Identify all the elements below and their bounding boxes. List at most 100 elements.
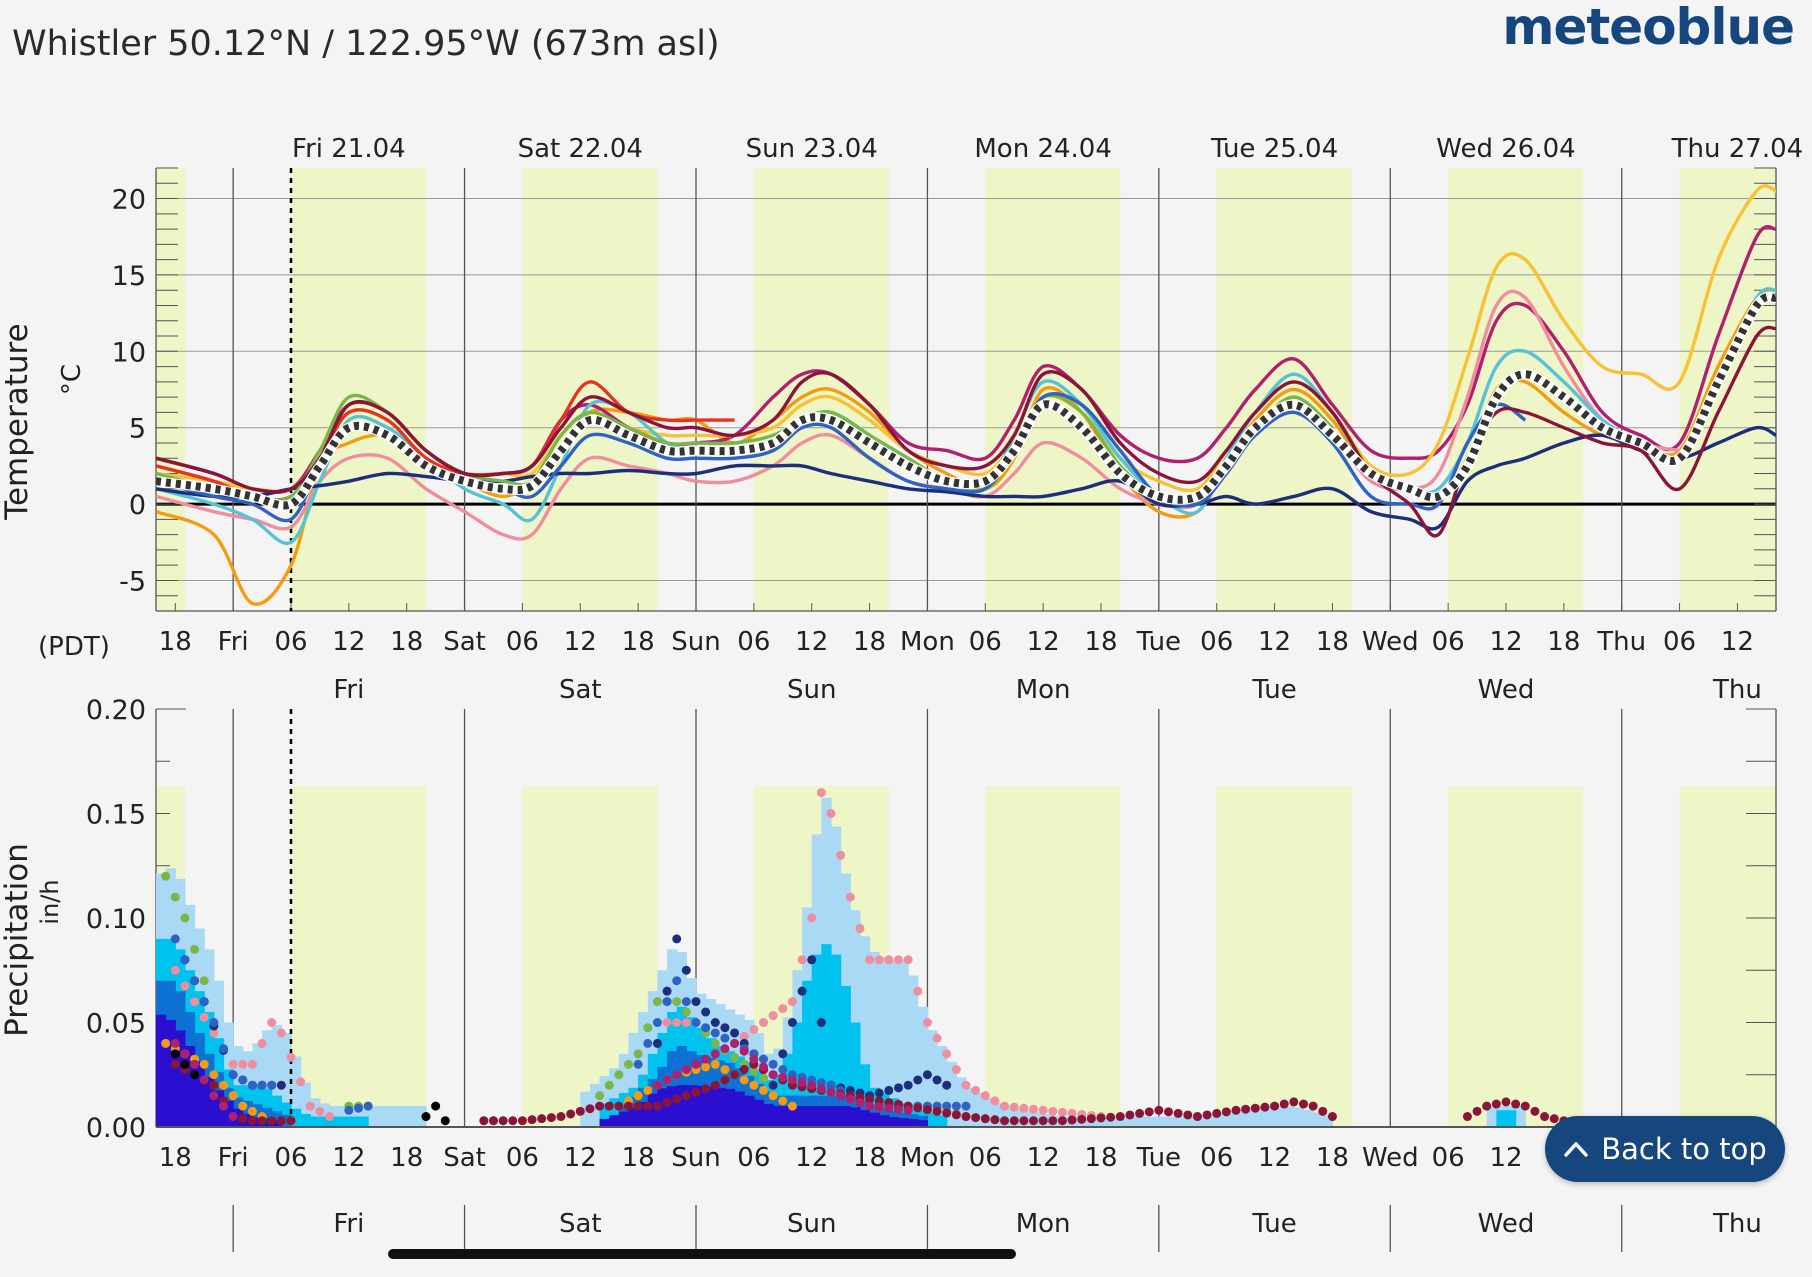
precip-bar-ensemble-median [281,1114,292,1127]
precip-bar-ensemble-max [628,1032,639,1127]
precip-dot-model-pink [874,955,884,965]
precip-bar-ensemble-max [1274,1106,1285,1127]
precip-bar-ensemble-75- [609,1098,620,1127]
precip-bar-ensemble-min [888,1117,900,1127]
precip-bar-ensemble-max [1486,1106,1497,1127]
precip-dot-model-green [672,997,682,1007]
precip-dot-model-black [431,1101,441,1111]
precip-dot-model-pink [855,923,865,933]
precip-dot-model-dark-red [913,1103,923,1113]
daylight-band [985,786,1121,1127]
precip-dot-model-pink [961,1080,971,1090]
date-header: Mon 24.04 [974,134,1112,164]
precip-dot-model-navy [913,1075,923,1085]
x-tick-label: 12 [564,627,597,657]
x-tick-label: 06 [506,627,539,657]
precip-dot-model-dark-red [247,1116,257,1126]
home-indicator[interactable] [388,1249,1016,1259]
temperature-panel: 20 15 10 5 0 -5 18 Fri 06 12 18 Sat 06 12 18 Sun 06 12 18 M… [0,134,1803,705]
back-to-top-button[interactable]: Back to top [1545,1116,1785,1182]
precip-dot-model-dark-red [276,1116,286,1126]
precip-bar-ensemble-max [1293,1107,1305,1127]
date-header: Sat 22.04 [518,134,643,164]
x-tick-label: Sun [671,1143,720,1173]
precip-bar-ensemble-min [696,1085,707,1127]
y-tick-label: 0 [129,490,146,521]
precip-dot-model-dark-red [1115,1112,1125,1122]
precip-dot-model-dark-red [1241,1104,1251,1114]
x-tick-label: 18 [1547,627,1580,657]
date-header: Sun 23.04 [746,134,878,164]
precip-bar-ensemble-max [908,975,919,1127]
x-tick-label: 06 [506,1143,539,1173]
precip-dot-model-dark-red [1482,1101,1492,1111]
x-tick-label: 06 [274,1143,307,1173]
precip-dot-model-pink [1048,1106,1058,1116]
precip-dot-model-green [624,1059,633,1069]
precip-bar-ensemble-75- [300,1113,311,1127]
precip-dot-model-dark-red [1202,1110,1212,1120]
precip-bar-ensemble-max [1236,1108,1247,1127]
precip-dot-model-magenta [209,1091,219,1101]
precip-dot-model-dark-red [1067,1115,1077,1125]
precip-bar-ensemble-max [406,1106,417,1127]
precip-bar-ensemble-min [744,1095,755,1127]
precip-bar-ensemble-max [310,1098,321,1127]
x-tick-label: 06 [274,627,307,657]
precip-dot-model-dark-red [874,1096,884,1106]
precip-dot-model-pink [951,1065,961,1075]
precip-dot-model-magenta [730,1038,740,1048]
precip-bar-ensemble-max [1072,1116,1083,1127]
precip-dot-model-dark-red [527,1115,537,1125]
y-tick-label: 20 [112,185,146,216]
precip-dot-model-pink [1019,1103,1029,1113]
day-label: Sat [559,675,602,705]
precip-bar-ensemble-75- [811,954,822,1127]
precip-dot-model-orange [228,1091,238,1101]
y-tick-label: 0.05 [86,1009,146,1040]
day-label: Sun [787,1209,836,1239]
x-tick-label: 18 [853,627,886,657]
precip-bar-ensemble-75- [358,1116,369,1127]
precip-dot-model-orange [787,1101,797,1111]
precip-bar-ensemble-min [831,1106,842,1127]
precip-dot-model-navy [701,1007,711,1017]
precip-dot-model-pink [199,1012,209,1022]
precip-dot-model-dark-red [1009,1116,1019,1126]
precip-dot-model-pink [228,1059,238,1069]
precip-bar-ensemble-75- [319,1116,331,1127]
precip-dot-model-dark-red [971,1113,981,1123]
precip-dot-model-magenta [816,1084,826,1094]
precip-dot-model-dark-red [566,1109,576,1119]
precip-bar-ensemble-max [1515,1106,1526,1127]
precip-dot-model-pink [209,1028,219,1038]
precip-dot-model-dark-red [701,1084,711,1094]
precip-bar-ensemble-max [917,1006,929,1127]
x-tick-label: 06 [1200,627,1233,657]
x-tick-label: 06 [969,1143,1002,1173]
precip-dot-model-dark-red [710,1080,720,1090]
x-tick-label: 12 [332,627,365,657]
precip-bar-ensemble-max [956,1077,967,1127]
precip-dot-model-dark-red [1000,1116,1010,1126]
precip-bar-ensemble-min [850,1107,861,1127]
daylight-band [522,168,658,611]
precip-bar-ensemble-max [1110,1116,1121,1127]
precip-dot-model-dark-red [922,1105,932,1115]
precip-dot-model-dark-red [1019,1116,1029,1126]
precip-bar-ensemble-75- [291,1108,302,1127]
temperature-series-group [156,184,1776,606]
precip-dot-model-dark-red [1106,1112,1116,1122]
meteoblue-logo[interactable]: meteoblue [1502,0,1795,56]
precip-dot-model-dark-red [980,1114,990,1124]
x-tick-label: Wed [1362,1143,1419,1173]
precip-bar-ensemble-max [879,957,890,1127]
precip-bar-ensemble-max [1197,1115,1208,1127]
precip-dot-model-orange [219,1080,228,1090]
precip-dot-model-dark-red [267,1116,277,1126]
precip-dot-model-navy [922,1070,932,1080]
precip-dot-model-orange [161,1038,171,1048]
precip-dot-model-dark-red [643,1101,653,1111]
precipitation-panel: 0.20 0.15 0.10 0.05 0.00 18 Fri 06 12 18 Sat 06 12 18… [0,695,1777,1252]
x-tick-label: 12 [332,1143,365,1173]
